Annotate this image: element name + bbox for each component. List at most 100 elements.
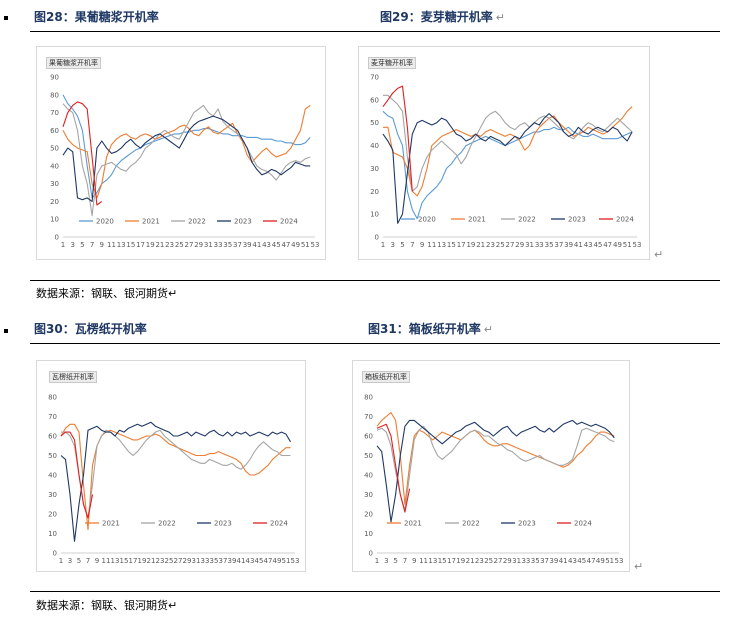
x-tick-label: 1 <box>59 557 63 565</box>
x-tick-label: 39 <box>549 557 558 565</box>
legend-label-2021: 2021 <box>102 520 120 528</box>
x-tick-label: 41 <box>574 241 583 249</box>
y-tick-label: 30 <box>50 180 59 188</box>
x-tick-label: 21 <box>476 241 485 249</box>
y-tick-label: 0 <box>53 550 57 558</box>
series-line-2024 <box>376 423 411 513</box>
x-tick-label: 49 <box>273 557 282 565</box>
x-tick-label: 51 <box>301 241 310 249</box>
x-tick-label: 27 <box>494 557 503 565</box>
legend-label-2021: 2021 <box>142 218 160 226</box>
y-tick-label: 0 <box>375 234 379 242</box>
x-tick-label: 7 <box>403 557 407 565</box>
x-tick-label: 13 <box>117 241 126 249</box>
x-tick-label: 7 <box>90 241 94 249</box>
x-tick-label: 29 <box>194 241 203 249</box>
y-tick-label: 30 <box>48 491 57 499</box>
y-tick-label: 60 <box>370 96 379 104</box>
legend-label-2023: 2023 <box>518 520 536 528</box>
x-tick-label: 33 <box>214 241 223 249</box>
x-tick-label: 17 <box>447 557 456 565</box>
data-source-note: 数据来源：钢联、银河期货↵ <box>36 599 178 612</box>
x-tick-label: 19 <box>466 241 475 249</box>
x-tick-label: 11 <box>102 557 111 565</box>
x-tick-label: 13 <box>111 557 120 565</box>
x-tick-label: 51 <box>282 557 291 565</box>
x-tick-label: 3 <box>68 557 72 565</box>
series-line-2022 <box>376 425 615 511</box>
y-tick-label: 10 <box>50 216 59 224</box>
y-tick-label: 60 <box>364 433 373 441</box>
y-tick-label: 10 <box>364 530 373 538</box>
series-line-2022 <box>383 94 633 192</box>
series-line-2023 <box>62 115 311 202</box>
x-tick-label: 21 <box>147 557 156 565</box>
x-tick-label: 23 <box>156 557 165 565</box>
figure-28-title-text: 图28：果葡糖浆开机率 <box>34 10 159 24</box>
x-tick-label: 37 <box>554 241 563 249</box>
x-tick-label: 5 <box>80 241 84 249</box>
x-tick-label: 27 <box>174 557 183 565</box>
series-line-2021 <box>60 423 291 531</box>
figure-31-title-text: 图31：箱板纸开机率 <box>368 322 481 336</box>
y-tick-label: 40 <box>364 472 373 480</box>
x-tick-label: 43 <box>568 557 577 565</box>
x-tick-label: 19 <box>146 241 155 249</box>
x-tick-label: 45 <box>272 241 281 249</box>
series-line-2022 <box>61 429 291 519</box>
chart-boxboard: 0 10 20 30 40 50 60 70 80 1 3 5 7 9 11 13 15 17 19 21 23 25 27… <box>352 360 630 572</box>
x-tick-label: 15 <box>447 241 456 249</box>
x-tick-label: 43 <box>246 557 255 565</box>
x-tick-label: 25 <box>175 241 184 249</box>
x-tick-label: 13 <box>428 557 437 565</box>
data-source-note: 数据来源：钢联、银河期货↵ <box>36 287 178 300</box>
chart-corrugated: 0 10 20 30 40 50 60 70 80 1 3 5 7 9 11 13 15 17 19 21 23 25 27… <box>36 360 306 572</box>
x-tick-label: 35 <box>210 557 219 565</box>
return-mark: ↵ <box>483 323 493 336</box>
legend-label-2022: 2022 <box>518 216 536 224</box>
x-tick-label: 43 <box>262 241 271 249</box>
x-tick-label: 37 <box>540 557 549 565</box>
y-tick-label: 70 <box>50 109 59 117</box>
x-tick-label: 39 <box>228 557 237 565</box>
y-tick-label: 0 <box>55 234 59 242</box>
x-tick-label: 23 <box>475 557 484 565</box>
legend-label-2023: 2023 <box>214 520 232 528</box>
x-tick-label: 39 <box>243 241 252 249</box>
x-tick-label: 53 <box>291 557 300 565</box>
legend-label-2024: 2024 <box>574 520 592 528</box>
series-line-2023 <box>382 113 633 224</box>
x-tick-label: 51 <box>623 241 632 249</box>
return-mark: ↵ <box>634 560 644 573</box>
x-tick-label: 41 <box>237 557 246 565</box>
x-tick-label: 17 <box>136 241 145 249</box>
return-mark: ↵ <box>654 248 664 261</box>
x-tick-label: 53 <box>633 241 642 249</box>
series-line-2023 <box>60 421 291 542</box>
y-tick-label: 20 <box>48 511 57 519</box>
x-tick-label: 29 <box>183 557 192 565</box>
x-tick-label: 33 <box>535 241 544 249</box>
x-tick-label: 5 <box>77 557 81 565</box>
chart-syrup: 0 10 20 30 40 50 60 70 80 90 1 3 5 7 9 11 13 15 17 19 21 23 25… <box>36 46 326 260</box>
legend-label-2023: 2023 <box>568 216 586 224</box>
y-tick-label: 50 <box>50 145 59 153</box>
y-tick-label: 20 <box>364 511 373 519</box>
y-tick-label: 60 <box>48 433 57 441</box>
source-rule <box>30 280 720 281</box>
chart-maltose: 0 10 20 30 40 50 60 70 1 3 5 7 9 11 13 15 17 19 21 23 25 27 29… <box>358 46 650 260</box>
y-tick-label: 30 <box>364 491 373 499</box>
x-tick-label: 15 <box>120 557 129 565</box>
x-tick-label: 47 <box>281 241 290 249</box>
x-tick-label: 47 <box>603 241 612 249</box>
y-tick-label: 80 <box>48 394 57 402</box>
series-line-2022 <box>62 103 311 217</box>
series-line-2024 <box>382 85 413 192</box>
x-tick-label: 5 <box>400 241 404 249</box>
legend-label-2022: 2022 <box>188 218 206 226</box>
legend-label-2024: 2024 <box>280 218 298 226</box>
y-tick-label: 80 <box>50 91 59 99</box>
legend-label-2023: 2023 <box>234 218 252 226</box>
figure-29-title: 图29：麦芽糖开机率 ↵ <box>380 8 505 25</box>
x-tick-label: 9 <box>420 241 424 249</box>
